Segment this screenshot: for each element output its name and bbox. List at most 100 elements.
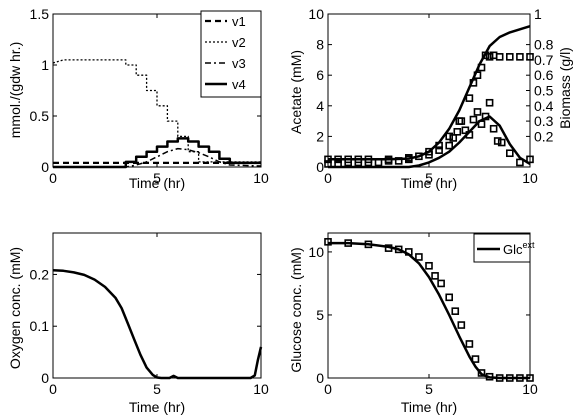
- y-tick-label: 1.5: [30, 6, 50, 22]
- data-point: [477, 120, 486, 128]
- data-point: [465, 340, 474, 348]
- data-point: [465, 94, 474, 102]
- data-point: [453, 128, 462, 136]
- x-tick-label: 10: [253, 381, 269, 397]
- data-point: [445, 132, 454, 141]
- data-point: [485, 98, 494, 107]
- p3-ylabel: Oxygen conc. (mM): [7, 247, 23, 369]
- data-point: [449, 134, 458, 142]
- y-tick-label: 6: [316, 67, 324, 83]
- legend-v4-label: v4: [232, 77, 246, 92]
- y-tick-label: 0: [316, 159, 324, 175]
- data-point: [481, 112, 490, 121]
- y-tick-label: 1: [41, 57, 49, 73]
- p3-frame: [52, 232, 262, 379]
- data-point: [516, 158, 524, 167]
- p3-xlabel: Time (hr): [129, 399, 185, 415]
- data-point: [435, 146, 443, 154]
- p1-xlabel: Time (hr): [129, 175, 185, 191]
- data-point: [471, 355, 480, 363]
- data-point: [457, 321, 466, 329]
- legend-v2-label: v2: [232, 35, 246, 50]
- x-tick-label: 5: [425, 170, 433, 186]
- data-point: [404, 248, 413, 256]
- data-point: [344, 239, 353, 247]
- data-point: [493, 137, 502, 145]
- x-tick-label: 0: [49, 381, 57, 397]
- data-point: [437, 279, 445, 288]
- data-point: [469, 79, 478, 87]
- p1-ticks: 0 5 10 0 0.5 1 1.5: [30, 6, 269, 186]
- data-point: [334, 155, 342, 164]
- data-point: [516, 53, 524, 61]
- y-tick-label: 0.5: [30, 108, 50, 124]
- data-point: [344, 155, 353, 164]
- data-point: [505, 53, 514, 61]
- y2-tick-label: 0.8: [534, 37, 554, 53]
- y2-tick-label: 0.4: [534, 98, 554, 114]
- data-point: [431, 272, 439, 280]
- p2-ticks: 0 5 10 0 2 4 6 8 10 0.20.30.40.50.60.70.8 1: [308, 6, 553, 186]
- data-point: [435, 141, 443, 150]
- y-tick-label: 10: [308, 244, 324, 260]
- p2-xlabel: Time (hr): [401, 175, 457, 191]
- data-point: [404, 154, 413, 162]
- p2-ylabel: Acetate (mM): [288, 50, 304, 134]
- data-point: [364, 240, 373, 249]
- data-point: [465, 131, 474, 139]
- p4-legend: Glcext: [473, 233, 536, 263]
- p4-ylabel: Glucose conc. (mM): [288, 247, 304, 372]
- data-point: [354, 155, 363, 164]
- p1-legend-box: [200, 10, 262, 98]
- x-tick-label: 0: [49, 170, 57, 186]
- p4-xlabel: Time (hr): [401, 399, 457, 415]
- data-point: [394, 245, 403, 254]
- y2-tick-label: 0.3: [534, 113, 554, 129]
- data-point: [497, 138, 506, 147]
- y-tick-label: 8: [316, 37, 324, 53]
- p2-plot-area: [324, 25, 534, 169]
- data-point: [469, 115, 478, 124]
- data-point: [505, 149, 514, 158]
- y-tick-label: 2: [316, 128, 324, 144]
- legend-glc-sup: ext: [523, 240, 536, 250]
- legend-v1-label: v1: [232, 14, 246, 29]
- data-point: [445, 293, 454, 302]
- y-tick-label: 0.2: [30, 266, 50, 282]
- data-point: [415, 253, 423, 261]
- data-point: [374, 158, 383, 167]
- y-tick-label: 0.1: [30, 318, 50, 334]
- y2-tick-label: 0.6: [534, 67, 554, 83]
- data-point: [473, 71, 482, 79]
- series-line-v3: [53, 147, 262, 168]
- data-point: [425, 261, 433, 270]
- y2-tick-label: 0.7: [534, 52, 554, 68]
- data-point: [457, 117, 466, 125]
- y-tick-label: 0: [41, 370, 49, 386]
- data-point: [394, 157, 403, 165]
- p3-plot-area: [52, 269, 263, 380]
- data-point: [481, 51, 490, 60]
- data-point: [477, 369, 486, 377]
- y-tick-label: 4: [316, 98, 324, 114]
- legend-v3-label: v3: [232, 56, 246, 71]
- p1-plot-area: [52, 59, 262, 169]
- data-point: [485, 53, 494, 61]
- x-tick-label: 0: [324, 381, 332, 397]
- series-line-3-0: [52, 269, 263, 380]
- legend-glc-text: Glc: [503, 242, 523, 257]
- y-tick-label: 0: [316, 370, 324, 386]
- p1-legend: v1 v2 v3 v4: [200, 10, 262, 98]
- data-point: [489, 124, 498, 133]
- data-point: [455, 117, 464, 125]
- p2-y2label: Biomass (g/l): [557, 47, 573, 129]
- data-point: [477, 63, 486, 72]
- y2-tick-label: 1: [534, 6, 542, 22]
- data-point: [364, 155, 373, 164]
- data-point: [485, 372, 494, 381]
- y2-tick-label: 0.2: [534, 128, 554, 144]
- panel-glucose: 0 5 10 0 5 10 Time (hr) Glucose conc. (mM) Gl…: [288, 232, 538, 415]
- panel-acetate-biomass: 0 5 10 0 2 4 6 8 10 0.20.30.40.50.60.70.8 1 Time (…: [288, 6, 573, 191]
- x-tick-label: 10: [522, 170, 538, 186]
